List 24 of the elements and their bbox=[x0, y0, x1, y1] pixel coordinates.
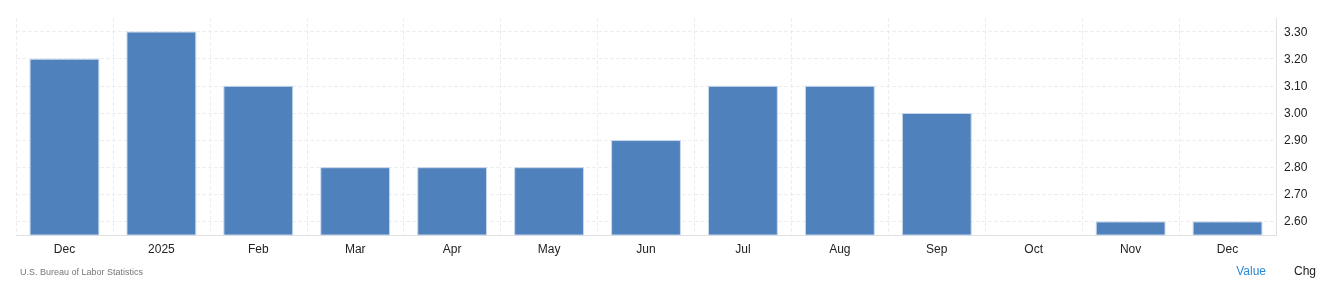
y-tick-label: 2.70 bbox=[1284, 187, 1308, 202]
y-tick-label: 2.80 bbox=[1284, 160, 1308, 175]
text: U.S. Bureau of Labor Statistics bbox=[20, 266, 144, 277]
x-tick-label: Sep bbox=[926, 242, 948, 256]
y-tick-label: 3.00 bbox=[1284, 105, 1308, 120]
x-tick-label: Nov bbox=[1119, 242, 1142, 256]
y-tick-label: 3.20 bbox=[1284, 51, 1308, 66]
x-tick-label: May bbox=[537, 242, 561, 256]
x-tick-label: 2025 bbox=[148, 242, 176, 256]
x-tick-label: Oct bbox=[1024, 242, 1044, 256]
text: Chg bbox=[1293, 264, 1316, 278]
x-tick-label: Dec bbox=[53, 242, 76, 256]
x-tick-label: Jun bbox=[636, 242, 656, 256]
x-tick-label: Apr bbox=[442, 242, 462, 256]
y-tick-label: 3.30 bbox=[1284, 24, 1308, 39]
x-tick-label: Aug bbox=[829, 242, 851, 256]
x-tick-label: Jul bbox=[735, 242, 751, 256]
y-tick-label: 3.10 bbox=[1284, 78, 1308, 93]
x-tick-label: Feb bbox=[247, 242, 269, 256]
text: Value bbox=[1236, 264, 1267, 278]
x-tick-label: Dec bbox=[1216, 242, 1239, 256]
y-tick-label: 2.60 bbox=[1284, 214, 1308, 229]
y-tick-label: 2.90 bbox=[1284, 133, 1308, 148]
x-tick-label: Mar bbox=[344, 242, 366, 256]
